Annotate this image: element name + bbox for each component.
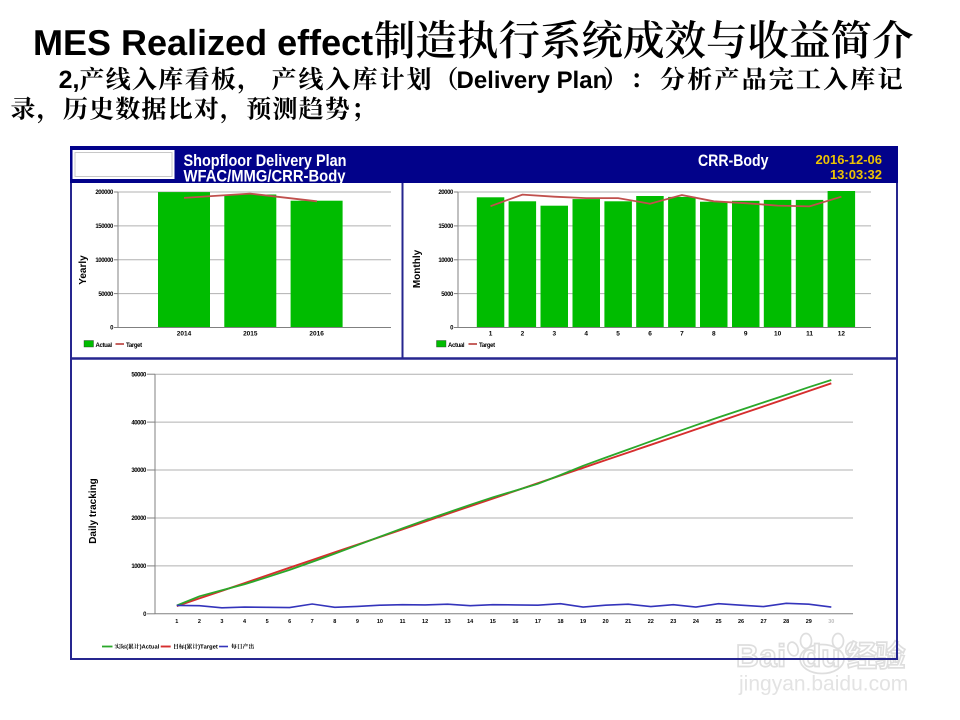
svg-text:WFAC/MMG/CRR-Body: WFAC/MMG/CRR-Body xyxy=(184,167,346,186)
svg-text:20000: 20000 xyxy=(438,190,454,196)
svg-text:2: 2 xyxy=(198,619,201,625)
svg-text:6: 6 xyxy=(648,331,652,338)
svg-text:23: 23 xyxy=(670,619,676,625)
svg-text:2016-12-06: 2016-12-06 xyxy=(816,152,883,167)
svg-text:30: 30 xyxy=(828,619,834,625)
svg-text:5: 5 xyxy=(266,619,269,625)
svg-text:11: 11 xyxy=(400,619,406,625)
svg-text:2: 2 xyxy=(521,331,525,338)
svg-text:8: 8 xyxy=(333,619,336,625)
svg-text:18: 18 xyxy=(557,619,563,625)
svg-text:Yearly: Yearly xyxy=(78,255,89,285)
svg-text:Actual: Actual xyxy=(448,343,465,349)
svg-text:4: 4 xyxy=(243,619,247,625)
svg-text:19: 19 xyxy=(580,619,586,625)
svg-text:9: 9 xyxy=(356,619,359,625)
svg-text:50000: 50000 xyxy=(131,372,147,378)
svg-text:13:03:32: 13:03:32 xyxy=(830,167,882,182)
svg-text:14: 14 xyxy=(467,619,474,625)
svg-text:Monthly: Monthly xyxy=(412,249,423,288)
svg-text:27: 27 xyxy=(761,619,767,625)
svg-text:12: 12 xyxy=(838,331,846,338)
svg-text:7: 7 xyxy=(311,619,314,625)
svg-text:6: 6 xyxy=(288,619,291,625)
svg-text:15: 15 xyxy=(490,619,496,625)
svg-text:CRR-Body: CRR-Body xyxy=(698,152,769,170)
svg-text:7: 7 xyxy=(680,331,684,338)
svg-text:du: du xyxy=(802,638,840,674)
svg-text:20000: 20000 xyxy=(131,516,147,522)
svg-text:24: 24 xyxy=(693,619,700,625)
svg-text:2016: 2016 xyxy=(309,331,324,338)
svg-text:15000: 15000 xyxy=(438,224,454,230)
svg-text:22: 22 xyxy=(648,619,654,625)
svg-text:10: 10 xyxy=(774,331,782,338)
svg-text:Actual: Actual xyxy=(96,343,113,349)
svg-text:13: 13 xyxy=(445,619,451,625)
svg-text:1: 1 xyxy=(489,331,493,338)
svg-text:28: 28 xyxy=(783,619,789,625)
svg-text:5000: 5000 xyxy=(441,292,454,298)
svg-text:40000: 40000 xyxy=(131,420,147,426)
svg-text:Shopfloor Delivery Plan: Shopfloor Delivery Plan xyxy=(184,151,347,170)
svg-text:3: 3 xyxy=(220,619,223,625)
svg-text:50000: 50000 xyxy=(98,292,114,298)
svg-text:26: 26 xyxy=(738,619,744,625)
svg-text:17: 17 xyxy=(535,619,541,625)
svg-text:200000: 200000 xyxy=(95,190,114,196)
svg-text:16: 16 xyxy=(512,619,518,625)
svg-text:9: 9 xyxy=(744,331,748,338)
svg-text:3: 3 xyxy=(552,331,556,338)
svg-text:21: 21 xyxy=(625,619,631,625)
svg-text:Daily tracking: Daily tracking xyxy=(88,478,99,544)
svg-text:100000: 100000 xyxy=(95,258,114,264)
svg-text:Bai: Bai xyxy=(736,638,787,674)
svg-text:20: 20 xyxy=(603,619,609,625)
svg-text:25: 25 xyxy=(715,619,721,625)
svg-text:1: 1 xyxy=(175,619,178,625)
svg-text:8: 8 xyxy=(712,331,716,338)
svg-text:10000: 10000 xyxy=(131,564,147,570)
svg-text:150000: 150000 xyxy=(95,224,114,230)
svg-text:Target: Target xyxy=(479,343,495,349)
svg-text:11: 11 xyxy=(806,331,813,338)
svg-text:0: 0 xyxy=(143,612,147,618)
svg-text:12: 12 xyxy=(422,619,428,625)
svg-text:10: 10 xyxy=(377,619,383,625)
svg-text:2015: 2015 xyxy=(243,331,258,338)
svg-text:29: 29 xyxy=(806,619,812,625)
svg-text:10000: 10000 xyxy=(438,258,454,264)
svg-text:jingyan.baidu.com: jingyan.baidu.com xyxy=(738,673,908,696)
svg-text:30000: 30000 xyxy=(131,468,147,474)
svg-text:5: 5 xyxy=(616,331,620,338)
svg-text:Target: Target xyxy=(126,343,142,349)
svg-text:0: 0 xyxy=(450,326,454,332)
svg-text:0: 0 xyxy=(110,326,114,332)
svg-text:4: 4 xyxy=(584,331,588,338)
svg-text:2014: 2014 xyxy=(177,331,192,338)
